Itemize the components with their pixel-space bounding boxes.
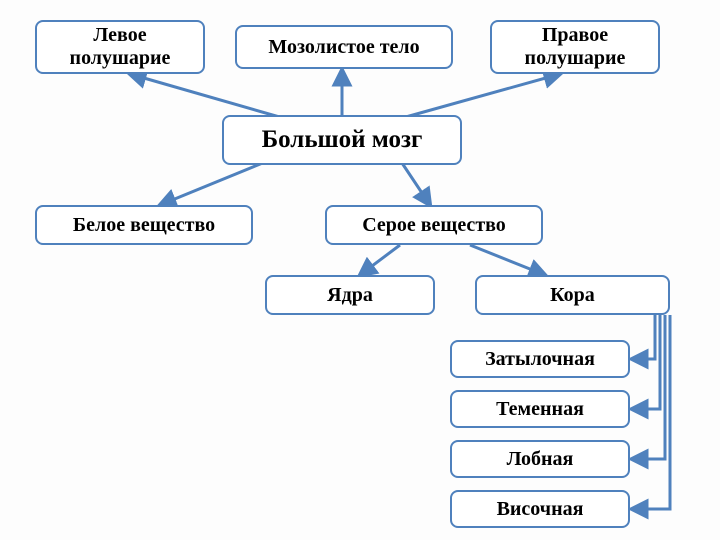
node-label: Белое вещество [73, 214, 215, 237]
node-left_hemisphere: Левое полушарие [35, 20, 205, 74]
edge-big_brain-left_hemisphere [130, 74, 290, 120]
edge-gray_matter-nuclei [360, 245, 400, 275]
node-cortex: Кора [475, 275, 670, 315]
node-label: Серое вещество [362, 214, 506, 237]
node-label: Левое полушарие [70, 24, 171, 70]
node-label: Кора [550, 284, 595, 307]
node-label: Ядра [327, 284, 373, 307]
node-label: Мозолистое тело [268, 36, 419, 59]
node-label: Лобная [507, 448, 574, 471]
node-big_brain: Большой мозг [222, 115, 462, 165]
node-label: Затылочная [485, 348, 595, 371]
edge-cortex-parietal [632, 315, 660, 409]
edge-big_brain-white_matter [160, 160, 270, 205]
edge-cortex-frontal [632, 315, 665, 459]
node-right_hemisphere: Правое полушарие [490, 20, 660, 74]
edge-gray_matter-cortex [470, 245, 545, 275]
edge-big_brain-gray_matter [400, 160, 430, 205]
node-parietal: Теменная [450, 390, 630, 428]
edge-big_brain-right_hemisphere [395, 74, 560, 120]
edge-cortex-occipital [632, 315, 655, 359]
node-corpus_callosum: Мозолистое тело [235, 25, 453, 69]
node-label: Височная [497, 498, 584, 521]
node-frontal: Лобная [450, 440, 630, 478]
edge-cortex-temporal [632, 315, 670, 509]
node-nuclei: Ядра [265, 275, 435, 315]
node-white_matter: Белое вещество [35, 205, 253, 245]
node-label: Теменная [496, 398, 584, 421]
node-temporal: Височная [450, 490, 630, 528]
node-gray_matter: Серое вещество [325, 205, 543, 245]
node-occipital: Затылочная [450, 340, 630, 378]
node-label: Правое полушарие [525, 24, 626, 70]
node-label: Большой мозг [262, 126, 423, 155]
